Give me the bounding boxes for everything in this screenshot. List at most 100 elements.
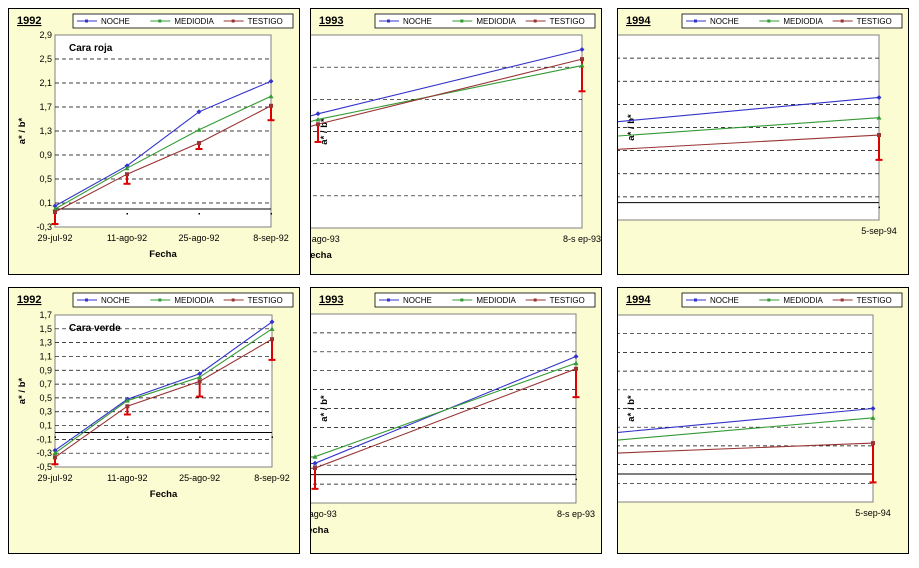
legend-marker [158, 298, 162, 302]
legend-marker [387, 19, 390, 23]
data-point [268, 78, 274, 84]
y-tick-label: 0,1 [39, 421, 52, 431]
y-tick-label: -0,5 [36, 462, 52, 472]
data-point [315, 116, 321, 122]
series-line [54, 80, 272, 207]
data-point [197, 374, 203, 380]
legend-label: NOCHE [101, 17, 130, 26]
legend-box [681, 13, 903, 29]
x-tick-label: 11-ago-92 [107, 233, 147, 243]
data-point [313, 466, 317, 471]
data-point [870, 406, 876, 411]
data-point [125, 172, 129, 177]
series-line [54, 321, 273, 451]
chart-svg: 1992 -0,3 0,1 0,5 0,9 1,3 1,7 2,1 2,5 2,9 29-jul-9… [17, 13, 294, 260]
legend-marker [231, 19, 235, 23]
panel-title: Cara roja [69, 43, 113, 54]
y-tick-label: 2,5 [39, 54, 52, 64]
legend-label: MEDIODIA [174, 296, 214, 305]
x-axis-label: Fecha [149, 249, 177, 260]
year-label: 1993 [319, 294, 343, 306]
data-point [871, 441, 875, 446]
data-point [315, 111, 321, 117]
data-point [573, 360, 579, 366]
legend-marker [460, 298, 464, 302]
data-point [197, 141, 201, 145]
data-point [124, 165, 130, 171]
y-tick-label: -0,3 [36, 222, 52, 232]
data-point [316, 122, 320, 127]
data-point [876, 115, 882, 120]
legend-label: MEDIODIA [783, 17, 823, 26]
baseline-marker [126, 436, 129, 438]
legend-box [374, 292, 596, 308]
legend-marker [158, 19, 162, 23]
legend-marker [694, 298, 697, 302]
legend-marker [767, 19, 771, 23]
y-axis-label: a* / b* [17, 118, 28, 145]
x-tick-label: 11-ago-92 [107, 473, 147, 483]
legend-label: TESTIGO [248, 296, 283, 305]
year-label: 1994 [626, 15, 651, 27]
y-tick-label: 0,9 [39, 365, 52, 375]
chart-svg: 1992 -0,5 -0,3 -0,1 0,1 0,3 0,5 0,7 0,9 1,1 1,3 1,5… [17, 292, 294, 500]
data-point [52, 203, 58, 209]
x-tick-label: 8-sep-92 [254, 473, 290, 483]
chart-panel: 1994-0,30,10,50,91,31,72,12,52,98-ago-94… [617, 8, 909, 275]
x-tick-label: 29-jul-92 [37, 473, 72, 483]
y-tick-label: 0,3 [39, 407, 52, 417]
data-point [312, 454, 318, 459]
x-axis-label: Fecha [150, 489, 178, 500]
y-tick-label: 1,3 [39, 338, 52, 348]
legend-marker [533, 298, 537, 302]
legend-box [681, 292, 903, 308]
x-tick-label: 5-sep-94 [861, 226, 897, 236]
data-point [269, 103, 273, 108]
legend-label: MEDIODIA [783, 296, 823, 305]
series-line [54, 328, 273, 454]
baseline-marker [198, 213, 200, 215]
panel-title: Cara verde [69, 323, 121, 334]
year-label: 1992 [17, 15, 41, 27]
baseline-marker [575, 478, 577, 481]
y-tick-label: 1,1 [39, 351, 52, 361]
data-point [268, 93, 274, 99]
legend-marker [387, 298, 390, 302]
data-point [53, 210, 57, 214]
x-tick-label: 8-s ep-93 [563, 234, 601, 244]
legend-label: TESTIGO [248, 17, 283, 26]
data-point [196, 109, 202, 115]
data-point [53, 455, 57, 460]
chart-svg: 1994-0,30,10,50,91,31,72,12,52,98-ago-94… [618, 13, 903, 236]
y-tick-label: 2,9 [39, 30, 52, 40]
x-tick-label: 25- ago-93 [311, 234, 340, 244]
baseline-marker [878, 206, 880, 209]
year-label: 1992 [17, 294, 41, 306]
x-tick-label: 8-sep-92 [253, 233, 289, 243]
y-tick-label: -0,3 [36, 448, 52, 458]
chart-svg: 19930,50,91,31,72,12,52,911- ago-9325- a… [311, 13, 601, 261]
y-tick-label: 1,3 [39, 126, 52, 136]
y-axis-label: a* / b* [626, 114, 637, 141]
legend-marker [460, 19, 464, 23]
series-line [618, 96, 880, 123]
data-point [269, 319, 275, 325]
plot-area [618, 34, 880, 221]
y-tick-label: 1,7 [39, 310, 52, 320]
legend-label: NOCHE [403, 17, 432, 26]
data-point [52, 450, 58, 456]
x-tick-label: 8-s ep-93 [557, 509, 595, 519]
baseline-marker [271, 436, 273, 438]
y-tick-label: 0,5 [39, 174, 52, 184]
data-point [579, 46, 585, 52]
data-point [197, 371, 203, 377]
series-line [618, 442, 874, 454]
baseline-marker [54, 436, 56, 438]
y-tick-label: 0,5 [39, 393, 52, 403]
series-line [618, 407, 874, 433]
legend-label: NOCHE [403, 296, 432, 305]
chart-panel: 1994-0,3-0,10,10,30,50,70,91,11,31,51,78… [617, 287, 909, 554]
data-point [580, 57, 584, 62]
legend-marker [85, 298, 88, 302]
legend-label: MEDIODIA [476, 296, 516, 305]
